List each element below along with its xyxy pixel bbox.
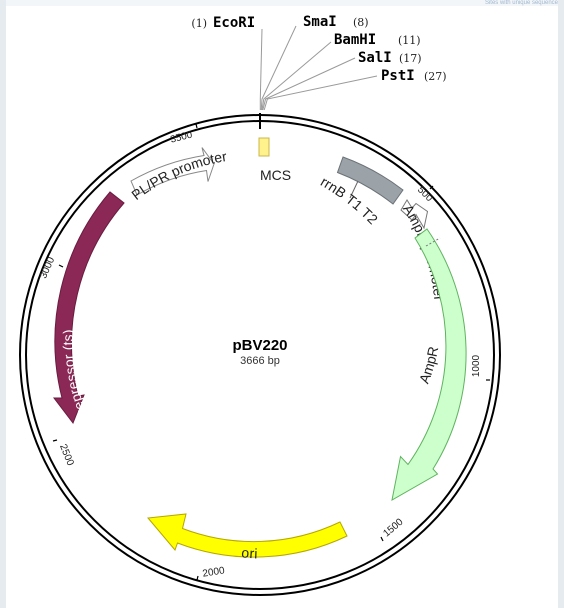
mcs-label: MCS [260, 167, 291, 183]
site-name-label: EcoRI [213, 15, 255, 31]
tick-label: 2000 [202, 565, 226, 579]
site-smai[interactable]: SmaI (8) [303, 14, 369, 30]
site-bamhi[interactable]: BamHI (11) [334, 32, 421, 48]
mcs-feature[interactable] [258, 137, 270, 157]
tick-1000: 1000 [471, 354, 490, 381]
rrnb-leader [349, 180, 359, 199]
plpr-promoter-arrow[interactable] [130, 147, 215, 196]
tick-label: 1000 [471, 354, 482, 377]
site-name-label: PstI [381, 68, 415, 84]
left-edge [0, 0, 6, 608]
site-position-label: (1) [191, 17, 207, 30]
tick-label: 2500 [57, 443, 76, 468]
ori-arrow[interactable] [147, 513, 348, 558]
site-position-label: (27) [424, 70, 447, 83]
tick-2000: 2000 [196, 565, 226, 581]
ampr-label: AmpR [416, 345, 442, 386]
tick-1500: 1500 [380, 516, 406, 542]
right-edge [558, 0, 564, 608]
tick-label: 3500 [169, 129, 194, 145]
site-name-label: SmaI [303, 14, 337, 30]
top-strip [0, 0, 564, 6]
tick-2500: 2500 [52, 439, 76, 468]
site-psti[interactable]: PstI (27) [381, 68, 447, 84]
ampr-dotted-boundary [425, 237, 441, 247]
ampr-arrow[interactable] [391, 228, 467, 501]
corner-caption: Sites with unique sequence [484, 0, 558, 6]
site-position-label: (17) [399, 52, 422, 65]
site-sali[interactable]: SalI (17) [358, 50, 422, 66]
site-ecori[interactable]: (1) EcoRI [191, 15, 255, 31]
rrnb-terminator[interactable] [336, 156, 404, 205]
site-leaders [259, 25, 378, 111]
site-name-label: BamHI [334, 32, 376, 48]
tick-3500: 3500 [169, 123, 198, 146]
ampr-promoter-arrow[interactable] [400, 199, 429, 230]
site-position-label: (11) [398, 34, 421, 47]
plasmid-name: pBV220 [232, 337, 287, 354]
site-name-label: SalI [358, 50, 392, 66]
tick-label: 1500 [381, 516, 405, 539]
plasmid-size: 3666 bp [240, 355, 280, 367]
site-position-label: (8) [353, 16, 369, 29]
tick-500: 500 [415, 184, 435, 204]
tick-3000: 3000 [38, 255, 64, 280]
repressor-arrow[interactable] [52, 191, 125, 425]
